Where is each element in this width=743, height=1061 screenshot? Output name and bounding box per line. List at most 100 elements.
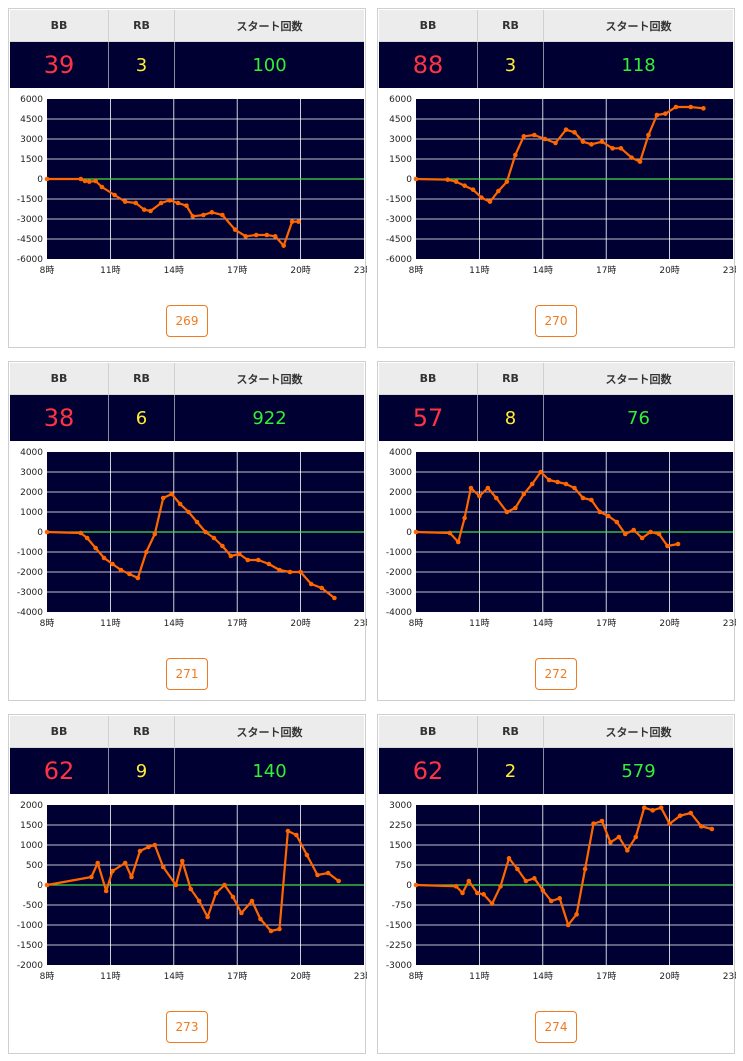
data-point — [572, 130, 577, 135]
data-point — [521, 491, 527, 497]
data-point — [237, 551, 242, 557]
x-tick-label: 23時 — [723, 971, 736, 982]
data-point — [232, 227, 238, 232]
data-point — [548, 898, 554, 904]
y-tick-label: -1500 — [17, 941, 43, 951]
data-point — [264, 232, 270, 238]
x-tick-label: 17時 — [227, 265, 247, 276]
data-point — [194, 519, 200, 525]
data-point — [540, 888, 546, 893]
y-tick-label: 1500 — [20, 155, 43, 165]
data-point — [177, 501, 183, 507]
machine-number-button[interactable]: 274 — [535, 1011, 577, 1043]
data-point — [701, 106, 706, 111]
y-tick-label: -4500 — [386, 235, 412, 245]
bb-count: 62 — [379, 748, 478, 794]
data-point — [532, 876, 537, 881]
data-point — [498, 884, 503, 889]
y-tick-label: 2250 — [389, 821, 412, 831]
data-point — [504, 179, 510, 184]
data-point — [315, 872, 320, 878]
data-point — [256, 557, 261, 563]
data-point — [606, 513, 611, 519]
data-point — [99, 184, 105, 190]
x-tick-label: 14時 — [164, 265, 184, 276]
header-row: BB RB スタート回数 — [10, 363, 364, 395]
data-point — [213, 890, 219, 896]
data-point — [413, 529, 419, 535]
y-tick-label: 0 — [406, 175, 412, 185]
data-point — [688, 104, 694, 110]
data-point — [675, 541, 681, 547]
y-tick-label: -4000 — [17, 608, 43, 618]
data-point — [95, 860, 101, 866]
data-point — [496, 188, 501, 194]
data-point — [487, 199, 493, 204]
machine-number-button[interactable]: 269 — [166, 305, 208, 337]
x-tick-label: 23時 — [354, 618, 367, 629]
y-tick-label: 750 — [395, 861, 412, 871]
machine-number-button[interactable]: 270 — [535, 305, 577, 337]
data-point — [614, 519, 620, 525]
data-point — [485, 485, 491, 491]
y-tick-label: -2000 — [17, 568, 43, 578]
data-point — [239, 910, 244, 916]
y-tick-label: 1500 — [20, 821, 43, 831]
data-point — [258, 916, 263, 922]
data-point — [599, 818, 605, 824]
header-row: BB RB スタート回数 — [379, 716, 733, 748]
data-point — [462, 515, 467, 521]
data-point — [167, 198, 172, 203]
x-tick-label: 8時 — [40, 971, 55, 982]
data-point — [103, 888, 109, 894]
start-count: 922 — [252, 407, 287, 429]
data-point — [529, 481, 535, 487]
data-point — [639, 535, 645, 541]
y-tick-label: -2250 — [386, 941, 412, 951]
x-tick-label: 8時 — [409, 618, 424, 629]
header-start: スタート回数 — [236, 372, 303, 386]
header-row: BB RB スタート回数 — [10, 716, 364, 748]
y-tick-label: -3000 — [17, 588, 43, 598]
x-tick-label: 11時 — [469, 971, 489, 982]
y-tick-label: -4500 — [17, 235, 43, 245]
y-tick-label: -750 — [392, 901, 413, 911]
data-point — [616, 834, 622, 840]
y-tick-label: 3000 — [389, 801, 412, 811]
data-point — [277, 926, 282, 932]
data-point — [133, 200, 139, 206]
y-tick-label: 0 — [37, 528, 43, 538]
data-point — [563, 481, 569, 487]
rb-count: 3 — [478, 42, 544, 88]
x-tick-label: 17時 — [227, 971, 247, 982]
data-point — [93, 545, 98, 551]
data-point — [122, 860, 128, 866]
x-tick-label: 23時 — [354, 265, 367, 276]
y-tick-label: 4500 — [20, 115, 43, 125]
data-point — [648, 529, 653, 535]
machine-card: BB RB スタート回数 39 3 100 269 6000 4500 3000 1500 0 -150… — [8, 8, 367, 348]
header-rb: RB — [478, 363, 544, 394]
data-point — [44, 529, 50, 535]
bb-count: 88 — [379, 42, 478, 88]
header-start: スタート回数 — [236, 19, 303, 33]
data-point — [205, 914, 210, 920]
y-tick-label: -1000 — [17, 921, 43, 931]
machine-number-button[interactable]: 271 — [166, 658, 208, 690]
machine-number-button[interactable]: 272 — [535, 658, 577, 690]
data-point — [220, 543, 225, 549]
machine-number-button[interactable]: 273 — [166, 1011, 208, 1043]
data-point — [287, 569, 293, 575]
data-point — [673, 104, 679, 110]
machine-card: BB RB スタート回数 57 8 76 272 4000 3000 2000 1000 0 -1000… — [377, 361, 736, 701]
data-point — [268, 928, 274, 934]
x-tick-label: 20時 — [290, 265, 310, 276]
data-point — [481, 892, 486, 897]
y-tick-label: 6000 — [20, 95, 43, 105]
x-tick-label: 17時 — [227, 618, 247, 629]
data-point — [553, 140, 558, 146]
data-point — [266, 561, 272, 567]
data-point — [445, 177, 450, 182]
